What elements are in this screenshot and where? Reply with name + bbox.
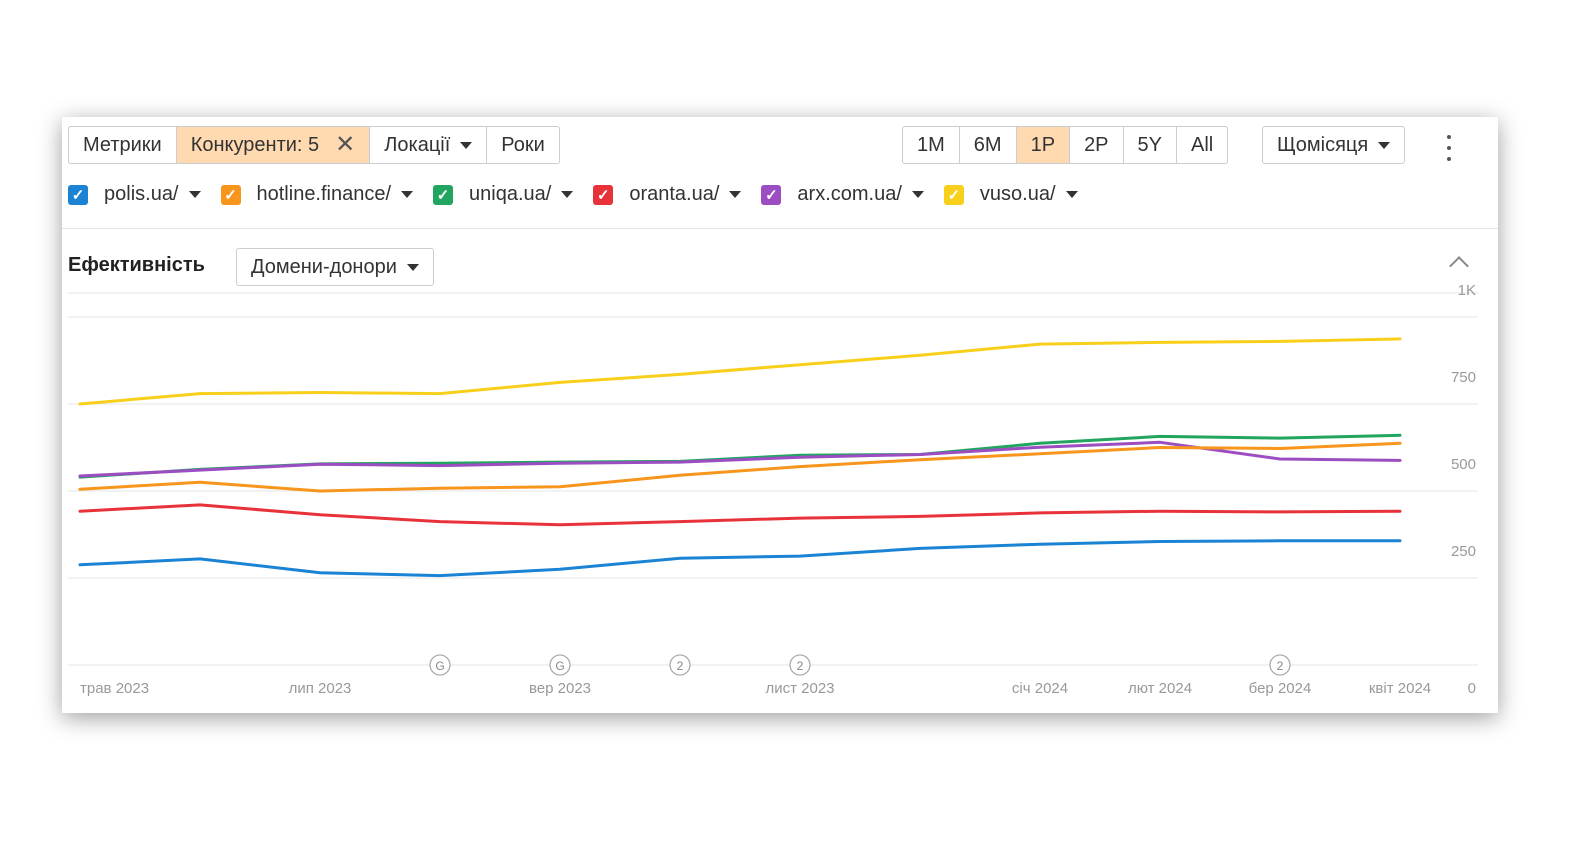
y-tick-label: 250 xyxy=(1451,543,1476,560)
series-line xyxy=(78,440,1402,478)
y-tick-label: 0 xyxy=(1468,680,1476,697)
y-tick-label: 1K xyxy=(1458,282,1476,299)
legend-item-arx[interactable]: ✓ arx.com.ua/ xyxy=(761,183,924,206)
line-chart: 1K 750 500 250 0 трав 2023 лип 2023 вер 2023 лис… xyxy=(68,282,1478,697)
annotation-marker xyxy=(429,654,451,676)
period-selector: 1M 6M 1P 2P 5Y All xyxy=(902,126,1229,164)
period-1p[interactable]: 1P xyxy=(1016,127,1071,163)
annotation-marker xyxy=(1269,654,1291,676)
legend-label: vuso.ua/ xyxy=(979,183,1056,205)
annotation-label: 2 xyxy=(797,659,804,673)
x-tick-label: січ 2024 xyxy=(1012,680,1068,697)
chevron-down-icon[interactable] xyxy=(729,191,742,198)
checkbox-icon[interactable]: ✓ xyxy=(220,184,241,205)
metric-dropdown[interactable]: Домени-донори xyxy=(236,248,434,286)
legend-label: arx.com.ua/ xyxy=(797,183,902,205)
x-tick-label: трав 2023 xyxy=(80,680,149,697)
chevron-down-icon[interactable] xyxy=(911,191,924,198)
series-line xyxy=(78,503,1402,527)
period-label: 1M xyxy=(917,133,945,156)
legend-label: polis.ua/ xyxy=(104,183,179,205)
annotation-marker xyxy=(669,654,691,676)
chevron-down-icon xyxy=(460,141,473,149)
interval-label: Щомісяця xyxy=(1277,133,1369,156)
series-line xyxy=(78,441,1402,493)
tab-locations[interactable]: Локації xyxy=(370,127,488,163)
close-icon[interactable]: ✕ xyxy=(335,131,356,158)
period-2p[interactable]: 2P xyxy=(1070,127,1124,163)
checkbox-icon[interactable]: ✓ xyxy=(68,184,88,205)
annotation-label: G xyxy=(555,659,564,673)
chevron-down-icon xyxy=(406,263,419,271)
y-tick-label: 500 xyxy=(1451,456,1476,473)
legend-item-hotline[interactable]: ✓ hotline.finance/ xyxy=(220,183,414,206)
chevron-down-icon[interactable] xyxy=(401,191,414,198)
x-tick-label: бер 2024 xyxy=(1249,680,1312,697)
period-all[interactable]: All xyxy=(1177,127,1227,163)
period-label: 2P xyxy=(1084,133,1109,156)
annotation-label: 2 xyxy=(1277,659,1284,673)
tab-competitors-label: Конкуренти: 5 xyxy=(190,133,320,156)
annotation-marker xyxy=(549,654,571,676)
legend-item-uniqa[interactable]: ✓ uniqa.ua/ xyxy=(433,183,574,206)
legend-label: hotline.finance/ xyxy=(256,183,392,205)
x-tick-label: вер 2023 xyxy=(529,680,591,697)
x-tick-label: лют 2024 xyxy=(1128,680,1192,697)
x-tick-label: лип 2023 xyxy=(289,680,352,697)
annotation-label: G xyxy=(435,659,444,673)
section-title: Ефективність xyxy=(68,254,205,276)
period-6m[interactable]: 6M xyxy=(960,127,1017,163)
y-tick-label: 750 xyxy=(1451,369,1476,386)
period-label: All xyxy=(1191,133,1214,156)
divider xyxy=(62,228,1498,229)
period-label: 1P xyxy=(1030,133,1056,156)
tab-years-label: Роки xyxy=(501,133,545,156)
x-tick-label: лист 2023 xyxy=(765,680,834,697)
tab-metrics[interactable]: Метрики xyxy=(69,127,177,163)
annotation-label: 2 xyxy=(677,659,684,673)
checkbox-icon[interactable]: ✓ xyxy=(761,184,782,205)
legend-item-polis[interactable]: ✓ polis.ua/ xyxy=(68,183,201,206)
metric-label: Домени-донори xyxy=(251,255,397,278)
chevron-down-icon[interactable] xyxy=(561,191,574,198)
more-options-icon[interactable] xyxy=(1442,135,1456,161)
x-tick-label: квіт 2024 xyxy=(1369,680,1431,697)
chevron-down-icon[interactable] xyxy=(1065,191,1078,198)
checkbox-icon[interactable]: ✓ xyxy=(943,184,964,205)
period-5y[interactable]: 5Y xyxy=(1124,127,1177,163)
period-1m[interactable]: 1M xyxy=(903,127,960,163)
series-line xyxy=(78,337,1402,406)
checkbox-icon[interactable]: ✓ xyxy=(593,184,614,205)
chart-card: Метрики Конкуренти: 5 ✕ Локації Роки 1M 6… xyxy=(62,117,1498,713)
legend-label: oranta.ua/ xyxy=(629,183,720,205)
chevron-down-icon[interactable] xyxy=(188,191,201,198)
annotation-marker xyxy=(789,654,811,676)
tab-locations-label: Локації xyxy=(384,133,451,156)
checkbox-icon[interactable]: ✓ xyxy=(433,184,454,205)
legend: ✓ polis.ua/ ✓ hotline.finance/ ✓ uniqa.u… xyxy=(68,183,1098,206)
period-label: 5Y xyxy=(1137,133,1162,156)
legend-item-vuso[interactable]: ✓ vuso.ua/ xyxy=(943,183,1078,206)
tab-years[interactable]: Роки xyxy=(487,127,559,163)
legend-item-oranta[interactable]: ✓ oranta.ua/ xyxy=(593,183,742,206)
tab-competitors[interactable]: Конкуренти: 5 ✕ xyxy=(176,127,371,163)
interval-dropdown[interactable]: Щомісяця xyxy=(1262,126,1406,164)
filter-tabs: Метрики Конкуренти: 5 ✕ Локації Роки xyxy=(68,126,560,164)
chevron-down-icon xyxy=(1378,141,1391,149)
legend-label: uniqa.ua/ xyxy=(469,183,552,205)
tab-metrics-label: Метрики xyxy=(83,133,162,156)
period-label: 6M xyxy=(973,133,1002,156)
series-line xyxy=(78,539,1402,578)
